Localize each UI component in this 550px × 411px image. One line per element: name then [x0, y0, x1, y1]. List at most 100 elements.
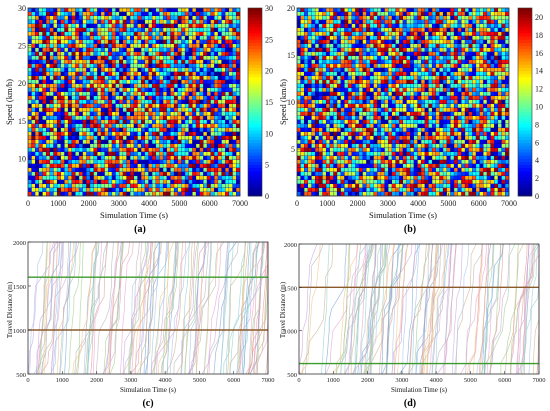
heatmap-cell: [82, 56, 87, 60]
heatmap-cell: [53, 80, 57, 84]
heatmap-cell: [115, 192, 120, 196]
heatmap-cell: [229, 52, 233, 56]
heatmap-cell: [457, 44, 462, 48]
heatmap-cell: [432, 172, 436, 176]
heatmap-cell: [181, 172, 185, 176]
heatmap-cell: [315, 48, 319, 52]
heatmap-cell: [123, 188, 127, 192]
heatmap-cell: [450, 20, 454, 24]
heatmap-cell: [370, 164, 374, 168]
heatmap-cell: [192, 188, 196, 192]
heatmap-cell: [417, 28, 421, 32]
heatmap-cell: [199, 92, 204, 96]
heatmap-cell: [210, 36, 215, 40]
heatmap-cell: [417, 164, 421, 168]
heatmap-cell: [203, 20, 207, 24]
heatmap-cell: [86, 60, 90, 64]
heatmap-cell: [93, 28, 98, 32]
heatmap-cell: [225, 8, 229, 12]
heatmap-cell: [35, 12, 39, 16]
heatmap-cell: [126, 152, 131, 156]
heatmap-cell: [461, 24, 465, 28]
heatmap-cell: [75, 104, 79, 108]
heatmap-cell: [192, 112, 196, 116]
heatmap-cell: [148, 124, 152, 128]
heatmap-cell: [326, 96, 330, 100]
heatmap-cell: [236, 168, 240, 172]
heatmap-cell: [340, 184, 345, 188]
heatmap-cell: [155, 132, 160, 136]
heatmap-cell: [225, 56, 229, 60]
heatmap-cell: [97, 20, 101, 24]
heatmap-cell: [366, 140, 370, 144]
heatmap-cell: [432, 56, 436, 60]
heatmap-cell: [337, 64, 341, 68]
heatmap-cell: [388, 128, 392, 132]
heatmap-cell: [333, 80, 337, 84]
heatmap-cell: [199, 44, 204, 48]
heatmap-cell: [403, 12, 407, 16]
heatmap-cell: [377, 160, 381, 164]
heatmap-cell: [119, 96, 123, 100]
heatmap-cell: [344, 104, 348, 108]
heatmap-cell: [311, 72, 315, 76]
heatmap-cell: [417, 192, 421, 196]
heatmap-cell: [214, 128, 218, 132]
heatmap-cell: [185, 116, 189, 120]
heatmap-cell: [384, 132, 389, 136]
heatmap-cell: [35, 144, 39, 148]
heatmap-cell: [57, 36, 61, 40]
heatmap-cell: [446, 148, 451, 152]
heatmap-cell: [326, 140, 330, 144]
heatmap-cell: [446, 140, 451, 144]
heatmap-cell: [435, 168, 440, 172]
heatmap-cell: [152, 176, 156, 180]
heatmap-cell: [119, 168, 123, 172]
heatmap-cell: [57, 40, 61, 44]
heatmap-cell: [461, 68, 465, 72]
heatmap-cell: [31, 112, 36, 116]
heatmap-cell: [355, 12, 359, 16]
heatmap-cell: [359, 108, 363, 112]
heatmap-cell: [392, 12, 396, 16]
heatmap-cell: [119, 120, 123, 124]
heatmap-cell: [443, 132, 447, 136]
heatmap-cell: [130, 172, 134, 176]
heatmap-cell: [443, 88, 447, 92]
heatmap-cell: [395, 68, 400, 72]
heatmap-cell: [457, 148, 462, 152]
heatmap-cell: [461, 60, 465, 64]
heatmap-cell: [377, 92, 381, 96]
heatmap-cell: [192, 140, 196, 144]
heatmap-cell: [348, 92, 352, 96]
heatmap-cell: [207, 156, 211, 160]
heatmap-cell: [152, 124, 156, 128]
heatmap-cell: [465, 20, 469, 24]
heatmap-cell: [214, 32, 218, 36]
heatmap-cell: [71, 32, 76, 36]
heatmap-cell: [35, 168, 39, 172]
heatmap-cell: [192, 104, 196, 108]
heatmap-cell: [421, 84, 425, 88]
colorbar-segment: [248, 117, 262, 122]
heatmap-cell: [315, 16, 319, 20]
heatmap-cell: [428, 84, 432, 88]
heatmap-cell: [174, 100, 178, 104]
heatmap-cell: [86, 72, 90, 76]
heatmap-cell: [159, 72, 163, 76]
heatmap-cell: [428, 180, 432, 184]
heatmap-cell: [192, 160, 196, 164]
heatmap-cell: [359, 92, 363, 96]
heatmap-cell: [108, 160, 112, 164]
heatmap-cell: [188, 108, 193, 112]
heatmap-cell: [68, 124, 72, 128]
heatmap-cell: [461, 96, 465, 100]
heatmap-cell: [424, 56, 429, 60]
x-tick-label: 3000: [111, 199, 127, 208]
heatmap-cell: [362, 144, 367, 148]
heatmap-cell: [428, 72, 432, 76]
heatmap-cell: [192, 108, 196, 112]
heatmap-cell: [373, 72, 378, 76]
heatmap-cell: [203, 132, 207, 136]
heatmap-cell: [82, 96, 87, 100]
